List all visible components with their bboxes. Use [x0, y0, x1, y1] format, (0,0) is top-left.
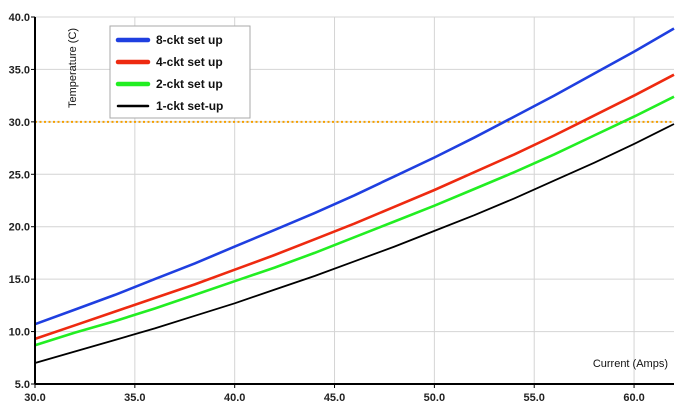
y-tick-label-0: 5.0	[15, 379, 30, 391]
legend-label-2: 2-ckt set up	[156, 77, 223, 91]
y-axis-label: Temperature (C)	[67, 28, 79, 108]
y-tick-label-2: 15.0	[9, 274, 30, 286]
x-tick-label-4: 50.0	[424, 392, 445, 404]
y-tick-label-1: 10.0	[9, 327, 30, 339]
legend-label-3: 1-ckt set-up	[156, 99, 223, 113]
x-tick-label-5: 55.0	[524, 392, 545, 404]
legend-label-1: 4-ckt set up	[156, 55, 223, 69]
series-line-1	[34, 73, 675, 341]
series-line-0	[34, 27, 675, 326]
y-tick-label-6: 35.0	[9, 64, 30, 76]
x-axis-label: Current (Amps)	[593, 358, 668, 370]
x-tick-label-3: 45.0	[324, 392, 345, 404]
x-tick-label-2: 40.0	[224, 392, 245, 404]
series-line-2	[34, 95, 675, 347]
x-tick-label-6: 60.0	[623, 392, 644, 404]
axes	[31, 16, 674, 388]
legend-label-0: 8-ckt set up	[156, 33, 223, 47]
y-tick-label-4: 25.0	[9, 169, 30, 181]
x-tick-label-0: 30.0	[24, 392, 45, 404]
y-tick-label-5: 30.0	[9, 117, 30, 129]
series-group	[34, 27, 675, 364]
y-tick-label-3: 20.0	[9, 222, 30, 234]
y-tick-label-7: 40.0	[9, 12, 30, 24]
x-tick-label-1: 35.0	[124, 392, 145, 404]
tick-labels: 30.0 35.0 40.0 45.0 50.0 55.0 60.0 5.0 10.0 15.0 2…	[9, 12, 645, 404]
legend: 8-ckt set up 4-ckt set up 2-ckt set up 1-ck…	[109, 25, 251, 119]
series-line-3	[34, 123, 675, 364]
